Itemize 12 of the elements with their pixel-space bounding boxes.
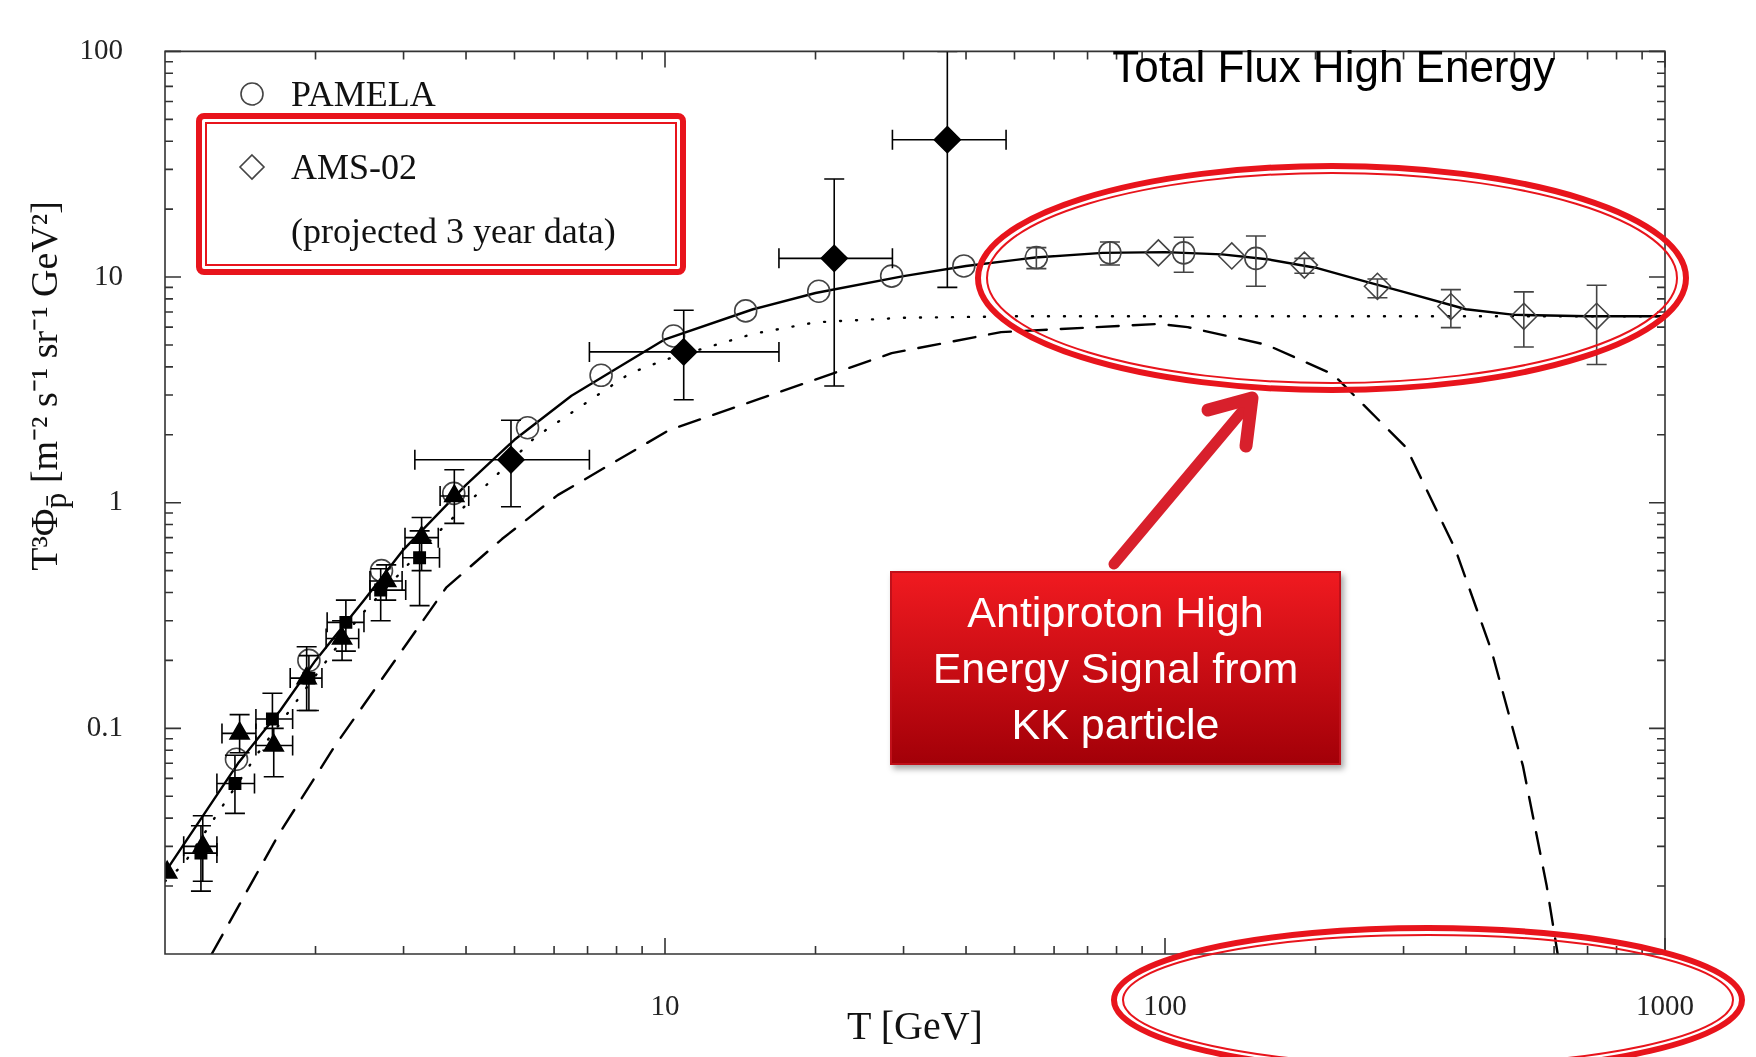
y-tick-label: 10 [94,258,123,291]
y-tick-label: 1 [108,484,123,517]
x-tick-label: 100 [1143,989,1187,1022]
legend-label: AMS-02 (projected 3 year data) [291,146,616,253]
chart-title: Total Flux High Energy [1112,42,1555,92]
x-tick-label: 10 [650,989,680,1022]
y-tick-label: 100 [79,33,123,66]
x-axis-title: T [GeV] [847,1003,983,1048]
x-tick-label: 1000 [1636,989,1694,1022]
legend-label: PAMELA [291,73,436,116]
annotation: Antiproton High Energy Signal from KK particle [890,571,1341,765]
y-tick-label: 0.1 [86,709,123,742]
